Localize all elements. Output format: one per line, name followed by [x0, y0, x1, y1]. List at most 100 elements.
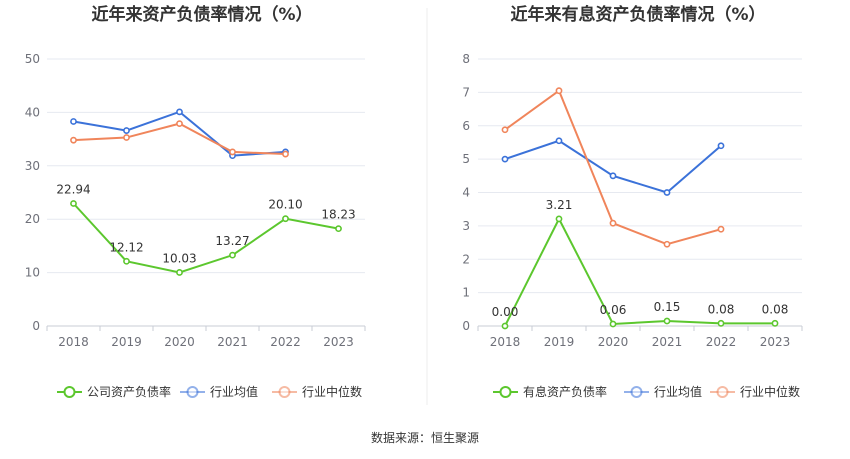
series-line [504, 139, 722, 194]
data-point[interactable] [70, 200, 77, 207]
data-point[interactable] [123, 134, 130, 141]
series-line [72, 202, 339, 274]
legend-marker-icon [630, 386, 643, 398]
data-label: 22.94 [56, 183, 90, 197]
data-point[interactable] [229, 251, 236, 259]
data-point[interactable] [282, 215, 289, 223]
data-label: 20.10 [268, 198, 302, 212]
series-industry-median [501, 87, 725, 248]
legend-label: 行业中位数 [302, 384, 362, 399]
y-tick-label: 7 [462, 85, 470, 99]
data-label: 18.23 [321, 208, 355, 222]
series-line [504, 216, 775, 327]
series-company: 0.00 3.21 0.06 0.15 0.08 0.08 [492, 198, 789, 330]
data-point[interactable] [609, 320, 617, 328]
x-tick-label: 2018 [58, 335, 89, 349]
x-tick-label: 2022 [270, 335, 301, 349]
data-point[interactable] [176, 120, 183, 128]
y-tick-label: 0 [32, 319, 40, 333]
y-tick-label: 1 [462, 286, 470, 300]
y-tick-label: 3 [462, 219, 470, 233]
legend-item-industry-avg[interactable]: 行业均值 [624, 384, 702, 399]
x-tick-label: 2018 [490, 335, 521, 349]
legend-marker-icon [186, 386, 199, 398]
legend-label: 行业均值 [654, 384, 702, 399]
x-tick-label: 2019 [111, 335, 142, 349]
x-tick-label: 2023 [323, 335, 354, 349]
series-line [73, 122, 286, 156]
x-tick-label: 2022 [706, 335, 737, 349]
legend-item-industry-avg[interactable]: 行业均值 [180, 384, 258, 399]
y-tick-label: 6 [462, 119, 470, 133]
data-point[interactable] [70, 136, 77, 144]
data-label: 3.21 [546, 198, 573, 212]
data-point[interactable] [229, 148, 236, 156]
data-point[interactable] [555, 87, 563, 95]
data-point[interactable] [771, 319, 779, 327]
y-tick-label: 2 [462, 252, 470, 266]
data-label: 0.06 [600, 303, 627, 317]
legend-label: 行业中位数 [740, 384, 800, 399]
data-point[interactable] [335, 225, 342, 233]
chart-title: 近年来有息资产负债率情况（%） [510, 4, 765, 25]
y-tick-label: 20 [25, 212, 40, 226]
y-tick-label: 30 [25, 159, 40, 173]
data-point[interactable] [663, 189, 671, 196]
y-tick-label: 0 [462, 319, 470, 333]
legend-label: 有息资产负债率 [523, 384, 607, 399]
legend-label: 行业均值 [210, 384, 258, 399]
data-label: 0.15 [654, 300, 681, 314]
source-note: 数据来源：恒生聚源 [371, 430, 479, 445]
x-tick-label: 2023 [760, 335, 791, 349]
data-point[interactable] [555, 215, 563, 223]
data-point[interactable] [555, 137, 563, 145]
data-point[interactable] [609, 219, 617, 227]
chart-title: 近年来资产负债率情况（%） [91, 4, 312, 25]
x-tick-label: 2020 [598, 335, 629, 349]
data-label: 10.03 [162, 251, 196, 265]
y-tick-label: 40 [25, 105, 40, 119]
series-industry-avg [501, 137, 725, 196]
x-tick-label: 2021 [217, 335, 248, 349]
data-label: 13.27 [215, 234, 249, 248]
series-industry-avg [70, 108, 289, 160]
data-point[interactable] [717, 225, 725, 233]
y-tick-label: 5 [462, 152, 470, 166]
legend-item-industry-median[interactable]: 行业中位数 [710, 384, 800, 399]
legend-marker-icon [499, 386, 512, 398]
data-point[interactable] [501, 322, 509, 330]
legend-item-company[interactable]: 公司资产负债率 [57, 384, 171, 399]
x-tick-label: 2019 [544, 335, 575, 349]
data-point[interactable] [663, 240, 671, 248]
data-point[interactable] [501, 126, 509, 134]
data-point[interactable] [176, 269, 183, 276]
data-point[interactable] [501, 155, 509, 163]
x-tick-label: 2020 [164, 335, 195, 349]
data-point[interactable] [717, 319, 725, 327]
y-tick-label: 8 [462, 52, 470, 66]
data-point[interactable] [123, 257, 130, 265]
legend-item-company[interactable]: 有息资产负债率 [493, 384, 607, 399]
data-point[interactable] [176, 108, 183, 116]
legend-item-industry-median[interactable]: 行业中位数 [272, 384, 362, 399]
data-point[interactable] [663, 317, 671, 325]
series-company: 22.94 12.12 10.03 13.27 20.10 18.23 [56, 183, 356, 276]
x-tick-label: 2021 [652, 335, 683, 349]
legend-marker-icon [278, 386, 291, 398]
data-point[interactable] [717, 142, 725, 150]
y-tick-label: 10 [25, 266, 40, 280]
data-point[interactable] [609, 172, 617, 180]
series-line [73, 110, 286, 157]
data-label: 0.00 [492, 305, 519, 319]
data-point[interactable] [123, 127, 130, 134]
data-label: 12.12 [109, 240, 143, 254]
series-industry-median [70, 120, 289, 158]
legend-label: 公司资产负债率 [87, 384, 171, 399]
data-point[interactable] [282, 150, 289, 158]
data-label: 0.08 [762, 302, 789, 316]
data-point[interactable] [70, 118, 77, 125]
chart-2: 近年来有息资产负债率情况（%） 0 1 2 3 4 5 6 7 8 2018 2019 2020 2021… [462, 4, 803, 399]
legend-marker-icon [63, 386, 76, 398]
